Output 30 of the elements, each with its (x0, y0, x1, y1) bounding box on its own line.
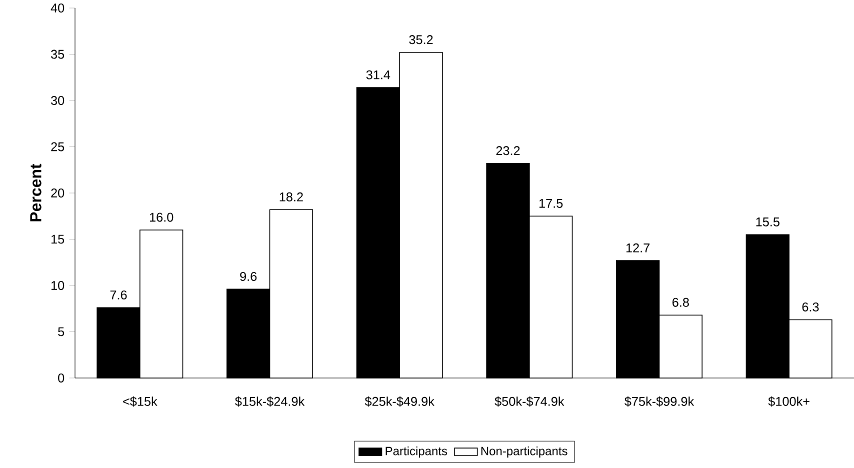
data-label: 9.6 (240, 272, 257, 281)
legend-label: Non-participants (481, 446, 568, 458)
data-label: 12.7 (626, 243, 650, 252)
x-tick-label: $50k-$74.9k (494, 396, 564, 407)
y-tick-label: 0 (58, 374, 64, 382)
x-tick-label: $15k-$24.9k (235, 396, 305, 407)
data-label: 6.8 (672, 298, 689, 307)
data-label: 17.5 (539, 199, 563, 208)
legend-label: Participants (386, 446, 448, 458)
y-tick-label: 35 (51, 50, 64, 59)
data-label: 6.3 (802, 302, 819, 312)
y-tick-label: 25 (51, 142, 64, 152)
x-tick-label: $25k-$49.9k (364, 396, 434, 407)
x-tick-label: $100k+ (768, 396, 810, 407)
y-tick-label: 5 (58, 327, 64, 336)
data-label: 31.4 (366, 70, 390, 80)
y-tick-label: 40 (50, 4, 64, 12)
data-label: 16.0 (150, 212, 174, 222)
data-label: 15.5 (756, 218, 780, 226)
x-tick-label: <$15k (123, 396, 158, 407)
y-axis-title: Percent (30, 164, 42, 222)
y-tick-label: 10 (51, 281, 64, 290)
x-tick-label: $75k-$99.9k (624, 396, 694, 407)
data-label: 35.2 (409, 35, 433, 44)
data-label: 7.6 (110, 290, 127, 300)
data-label: 23.2 (496, 146, 520, 156)
y-tick-label: 20 (51, 188, 64, 198)
data-label: 18.2 (280, 192, 303, 202)
y-tick-label: 30 (51, 96, 64, 105)
y-tick-label: 15 (51, 234, 64, 244)
